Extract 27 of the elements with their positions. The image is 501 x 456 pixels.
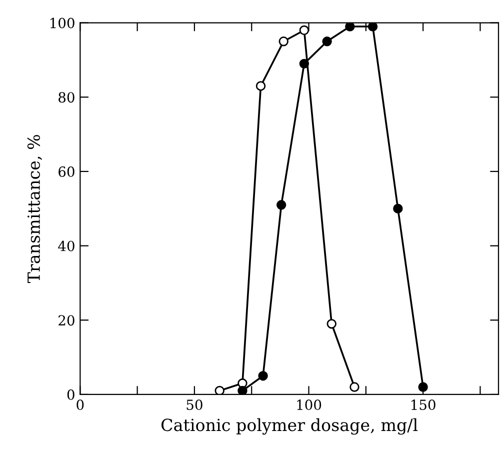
point xyxy=(256,81,266,91)
x-tick-label: 150 xyxy=(411,400,436,410)
point xyxy=(299,25,310,36)
point xyxy=(276,200,286,210)
y-tick-label: 100 xyxy=(50,18,74,28)
point xyxy=(278,36,288,46)
point xyxy=(326,318,336,329)
point xyxy=(350,382,360,392)
y-tick-label: 0 xyxy=(67,389,74,400)
x-tick-label: 100 xyxy=(297,400,322,410)
point xyxy=(418,382,428,392)
point xyxy=(238,386,248,394)
y-tick-label: 20 xyxy=(58,315,74,326)
point xyxy=(299,58,310,69)
x-axis-title: Cationic polymer dosage, mg/l xyxy=(161,418,418,435)
y-axis-title: Transmittance, % xyxy=(27,134,42,284)
point xyxy=(345,22,355,32)
point xyxy=(258,370,268,381)
y-tick-label: 80 xyxy=(58,92,74,103)
y-tick-label: 60 xyxy=(58,166,74,177)
point xyxy=(322,36,332,46)
point xyxy=(393,204,403,214)
x-tick-label: 50 xyxy=(186,400,202,410)
x-tick-label: 0 xyxy=(76,400,84,410)
y-tick-label: 40 xyxy=(58,240,74,252)
point xyxy=(214,386,224,394)
point xyxy=(368,22,378,32)
